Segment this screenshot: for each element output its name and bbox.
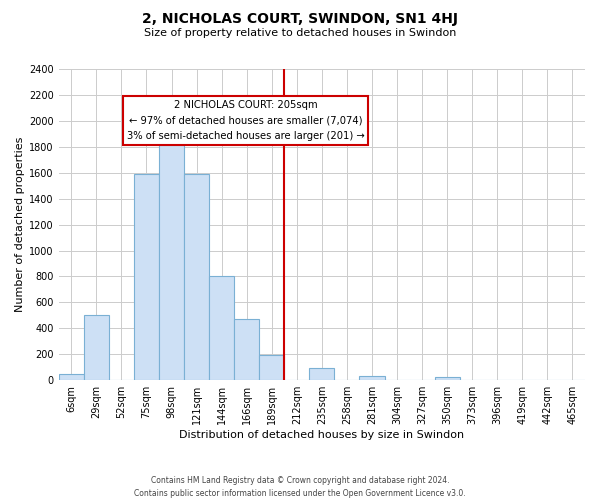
Text: Size of property relative to detached houses in Swindon: Size of property relative to detached ho… [144, 28, 456, 38]
Bar [184, 174, 209, 380]
Y-axis label: Number of detached properties: Number of detached properties [15, 137, 25, 312]
Bar [359, 376, 385, 380]
Bar [134, 174, 159, 380]
Bar [259, 355, 284, 380]
Bar [310, 368, 334, 380]
Text: 2, NICHOLAS COURT, SWINDON, SN1 4HJ: 2, NICHOLAS COURT, SWINDON, SN1 4HJ [142, 12, 458, 26]
Bar [209, 276, 234, 380]
Bar [159, 128, 184, 380]
Text: 2 NICHOLAS COURT: 205sqm
← 97% of detached houses are smaller (7,074)
3% of semi: 2 NICHOLAS COURT: 205sqm ← 97% of detach… [127, 100, 364, 141]
Bar [59, 374, 84, 380]
Bar [84, 316, 109, 380]
X-axis label: Distribution of detached houses by size in Swindon: Distribution of detached houses by size … [179, 430, 464, 440]
Text: Contains HM Land Registry data © Crown copyright and database right 2024.
Contai: Contains HM Land Registry data © Crown c… [134, 476, 466, 498]
Bar [434, 377, 460, 380]
Bar [234, 320, 259, 380]
